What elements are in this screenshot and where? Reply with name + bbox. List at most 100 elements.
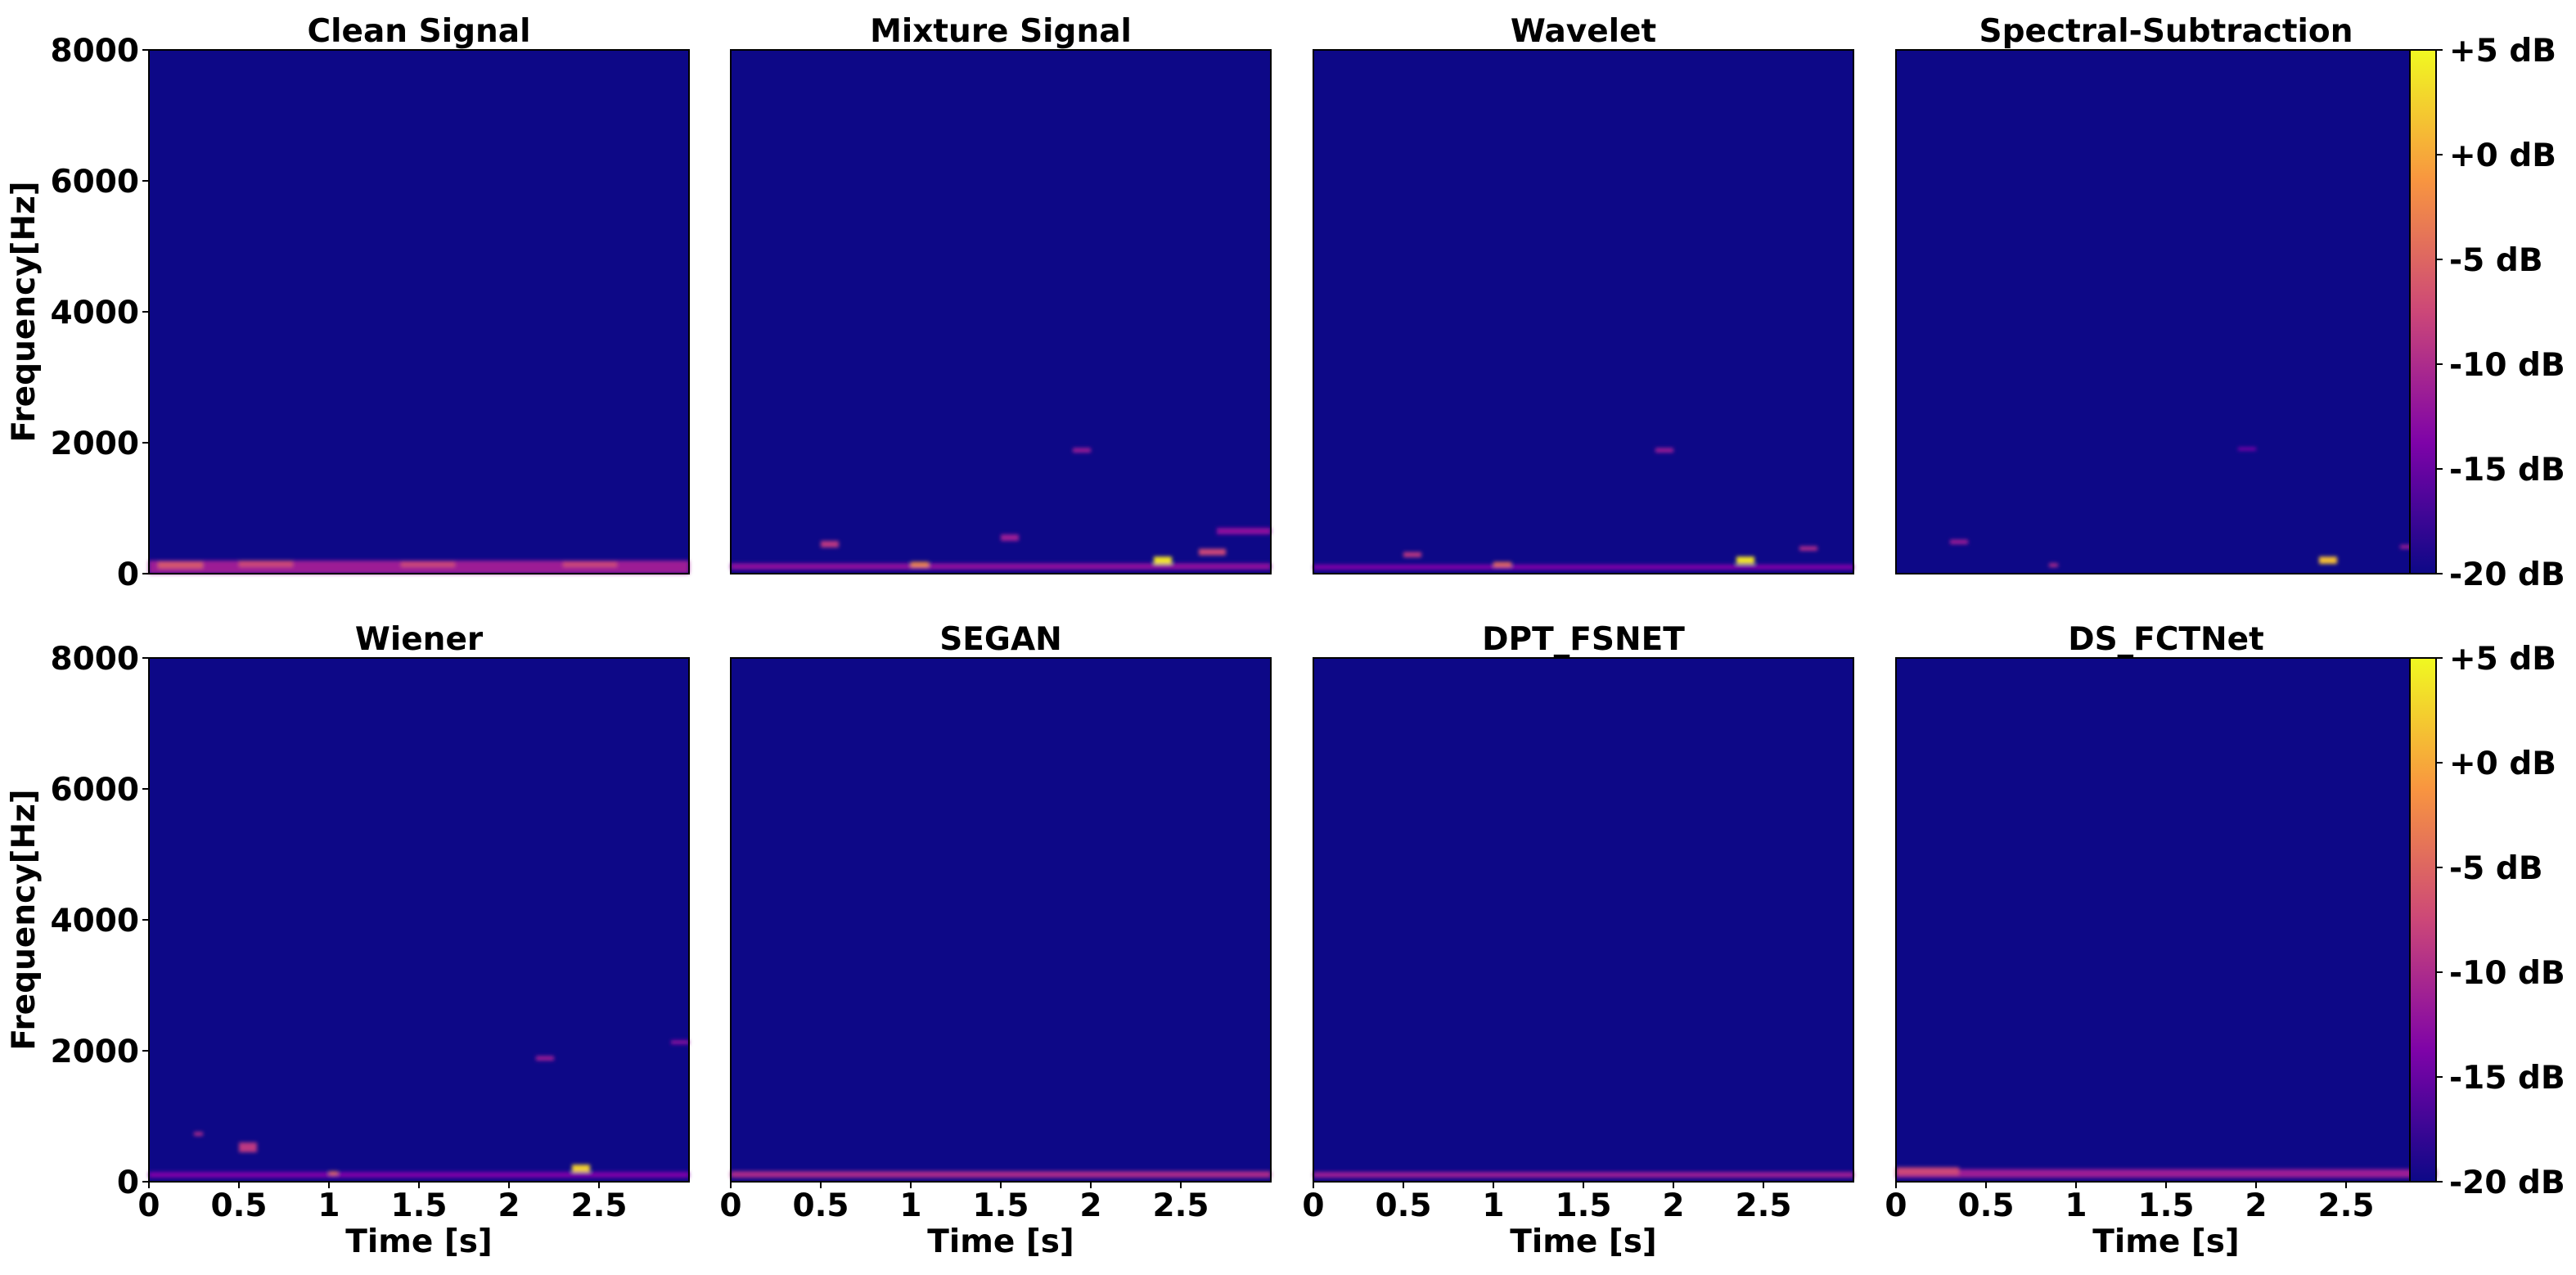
x-tick-label: 0.5 [792, 1187, 849, 1224]
x-tick-label: 1.5 [2137, 1187, 2194, 1224]
energy-band [401, 561, 455, 567]
colorbar-gradient [2409, 49, 2437, 574]
energy-band [158, 561, 203, 569]
colorbar-tick-label: -5 dB [2449, 242, 2543, 279]
x-tick-label: 2 [1079, 1187, 1101, 1224]
energy-band [671, 1040, 689, 1044]
energy-band [329, 1171, 338, 1175]
x-axis-label: Time [s] [2092, 1223, 2240, 1260]
colorbar-tick-label: -20 dB [2449, 556, 2565, 593]
panel-1: Mixture Signal [730, 13, 1272, 574]
energy-band [1073, 448, 1091, 453]
panel-title: Wiener [355, 621, 484, 658]
energy-band [1655, 448, 1673, 453]
y-axis-label: Frequency[Hz] [6, 789, 43, 1050]
panel-2: Wavelet [1313, 13, 1854, 574]
spectrogram-background [1313, 658, 1853, 1182]
energy-group [149, 561, 689, 574]
x-tick-label: 0 [1302, 1187, 1324, 1224]
x-tick-label: 1.5 [390, 1187, 447, 1224]
y-tick-label: 6000 [50, 772, 139, 809]
colorbar-tick-label: -5 dB [2449, 850, 2543, 887]
y-tick-label: 6000 [50, 164, 139, 200]
panel-title: Wavelet [1511, 13, 1656, 50]
x-tick-label: 1.5 [972, 1187, 1029, 1224]
spectrogram-background [1896, 658, 2436, 1182]
spectrogram-background [731, 50, 1271, 574]
panel-3: Spectral-Subtraction [1895, 13, 2437, 574]
energy-band [1217, 528, 1271, 534]
x-tick-label: 0.5 [210, 1187, 267, 1224]
energy-band [821, 541, 839, 547]
y-tick-label: 8000 [50, 33, 139, 70]
spectrogram-background [149, 50, 689, 574]
energy-band [1001, 534, 1019, 541]
colorbar-tick-label: +0 dB [2449, 746, 2556, 782]
energy-group [731, 448, 1271, 570]
energy-group [1313, 1172, 1853, 1178]
x-tick-label: 2.5 [570, 1187, 627, 1224]
energy-band [1896, 1167, 1959, 1175]
energy-band [1736, 556, 1754, 564]
colorbar-tick-label: +0 dB [2449, 137, 2556, 174]
panel-0: Clean Signal 0 2000 4000 6000 8000 Frequency[H… [6, 13, 690, 593]
energy-band [536, 1056, 554, 1061]
energy-group [149, 1040, 689, 1178]
y-tick-label: 0 [117, 1165, 139, 1201]
x-axis-label: Time [s] [927, 1223, 1074, 1260]
spectrogram-background [1896, 50, 2436, 574]
x-tick-label: 2.5 [2317, 1187, 2374, 1224]
x-tick-label: 0.5 [1375, 1187, 1431, 1224]
x-tick-label: 2 [498, 1187, 520, 1224]
colorbar-1: +5 dB +0 dB -5 dB -10 dB -15 dB -20 dB [2409, 641, 2565, 1201]
y-tick-label: 2000 [50, 426, 139, 462]
x-tick-label: 0.5 [1957, 1187, 2014, 1224]
energy-band [2319, 556, 2337, 564]
panel-title: DPT_FSNET [1482, 621, 1685, 658]
y-tick-label: 0 [117, 556, 139, 593]
x-tick-label: 2 [2245, 1187, 2267, 1224]
colorbar-tick-label: -15 dB [2449, 452, 2565, 489]
x-tick-label: 1 [317, 1187, 340, 1224]
energy-band [1493, 561, 1511, 567]
energy-band [1799, 546, 1817, 551]
colorbar-tick-label: +5 dB [2449, 33, 2556, 70]
x-tick-label: 1.5 [1555, 1187, 1611, 1224]
energy-band [149, 1172, 689, 1178]
energy-band [2238, 447, 2256, 451]
colorbar-tick-label: -20 dB [2449, 1165, 2565, 1201]
energy-band [239, 561, 293, 567]
x-tick-label: 0 [719, 1187, 741, 1224]
x-tick-label: 0 [137, 1187, 160, 1224]
y-axis-label: Frequency[Hz] [6, 181, 43, 442]
energy-band [194, 1132, 203, 1136]
colorbars: +5 dB +0 dB -5 dB -10 dB -15 dB -20 dB +5 dB +0… [2409, 33, 2565, 1201]
panel-4: Wiener 0 2000 4000 6000 8000 0 0.5 1 1.5 2 2.5 Time … [6, 621, 690, 1260]
spectrogram-background [1313, 50, 1853, 574]
y-tick-label: 2000 [50, 1034, 139, 1070]
energy-group [1896, 1167, 2436, 1178]
panel-title: Clean Signal [308, 13, 531, 50]
panel-6: DPT_FSNET 0 0.5 1 1.5 2 2.5 Time [s] [1302, 621, 1854, 1260]
panel-title: Spectral-Subtraction [1979, 13, 2353, 50]
x-tick-label: 2 [1662, 1187, 1684, 1224]
x-tick-label: 1 [2065, 1187, 2087, 1224]
axes-frame [730, 49, 1272, 574]
energy-group [731, 1171, 1271, 1178]
energy-band [1313, 1172, 1853, 1178]
energy-band [1403, 552, 1421, 557]
x-axis-label: Time [s] [345, 1223, 493, 1260]
panel-title: Mixture Signal [870, 13, 1132, 50]
energy-band [731, 563, 1271, 570]
colorbar-tick-label: -10 dB [2449, 347, 2565, 384]
energy-band [1313, 564, 1853, 570]
x-tick-label: 2.5 [1152, 1187, 1209, 1224]
colorbar-0: +5 dB +0 dB -5 dB -10 dB -15 dB -20 dB [2409, 33, 2565, 593]
x-tick-label: 1 [1482, 1187, 1504, 1224]
x-tick-label: 2.5 [1735, 1187, 1791, 1224]
energy-group [1313, 448, 1853, 570]
energy-band [1950, 539, 1968, 544]
energy-band [239, 1142, 257, 1152]
panels: Clean Signal02000400060008000Frequency[H… [6, 13, 2437, 1260]
